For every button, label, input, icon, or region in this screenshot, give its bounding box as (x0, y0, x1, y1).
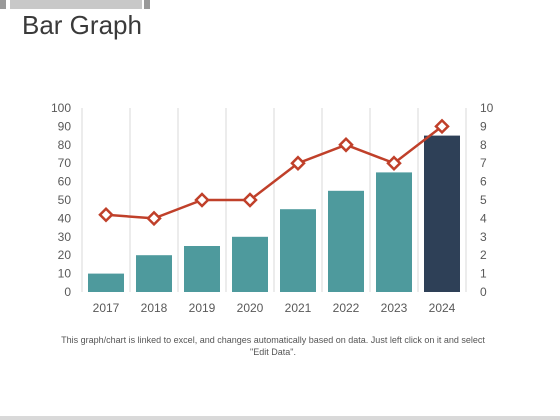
line-point (434, 118, 450, 135)
y2-axis-tick-label: 1 (480, 267, 487, 281)
bar-line-chart[interactable]: 0 10 20 30 40 50 60 70 80 90 100 0 1 2 3 4 5 6 7 8 9 10 2017 20… (0, 0, 560, 330)
footer-bar (0, 416, 560, 420)
bar (232, 236, 268, 292)
x-axis-tick-label: 2023 (381, 301, 408, 315)
header-accent-left (0, 0, 6, 9)
header-accent-right (144, 0, 150, 9)
bar (424, 135, 460, 292)
y2-axis-tick-label: 5 (480, 193, 487, 207)
y2-axis-tick-label: 8 (480, 138, 487, 152)
bar (184, 246, 220, 292)
bar (136, 255, 172, 292)
x-axis-tick-label: 2018 (141, 301, 168, 315)
y-axis-tick-label: 40 (58, 211, 72, 225)
bar (88, 273, 124, 292)
chart-footnote: This graph/chart is linked to excel, and… (61, 335, 485, 357)
x-axis-tick-label: 2021 (285, 301, 312, 315)
x-axis-tick-label: 2020 (237, 301, 264, 315)
y2-axis-tick-label: 6 (480, 175, 487, 189)
y2-axis-tick-label: 2 (480, 248, 487, 262)
y-axis-tick-label: 90 (58, 119, 72, 133)
y-axis-tick-label: 100 (51, 101, 71, 115)
header-accent-bar (10, 0, 142, 9)
x-axis-tick-label: 2017 (93, 301, 120, 315)
y-axis-tick-label: 20 (58, 248, 72, 262)
y-axis-tick-label: 10 (58, 267, 72, 281)
bar (280, 209, 316, 292)
page-title: Bar Graph (22, 10, 142, 40)
y2-axis-tick-label: 4 (480, 211, 487, 225)
y2-axis-tick-label: 10 (480, 101, 494, 115)
y-axis-tick-label: 30 (58, 230, 72, 244)
y-axis-tick-label: 50 (58, 193, 72, 207)
y-axis-tick-label: 70 (58, 156, 72, 170)
y-axis-tick-label: 80 (58, 138, 72, 152)
bar (328, 190, 364, 292)
y2-axis-tick-label: 0 (480, 285, 487, 299)
x-axis-tick-label: 2022 (333, 301, 360, 315)
x-axis-tick-label: 2024 (429, 301, 456, 315)
line-point (98, 206, 114, 223)
line-series (105, 125, 443, 220)
y2-axis-tick-label: 3 (480, 230, 487, 244)
y2-axis-tick-label: 7 (480, 156, 487, 170)
bar (376, 172, 412, 292)
x-axis-tick-label: 2019 (189, 301, 216, 315)
y-axis-tick-label: 60 (58, 175, 72, 189)
line-point (290, 155, 306, 171)
line-point (338, 137, 354, 153)
y2-axis-tick-label: 9 (480, 119, 487, 133)
line-point (242, 192, 258, 208)
y-axis-tick-label: 0 (64, 285, 71, 299)
line-point (386, 155, 402, 171)
line-point (146, 210, 162, 227)
line-point (194, 192, 210, 208)
